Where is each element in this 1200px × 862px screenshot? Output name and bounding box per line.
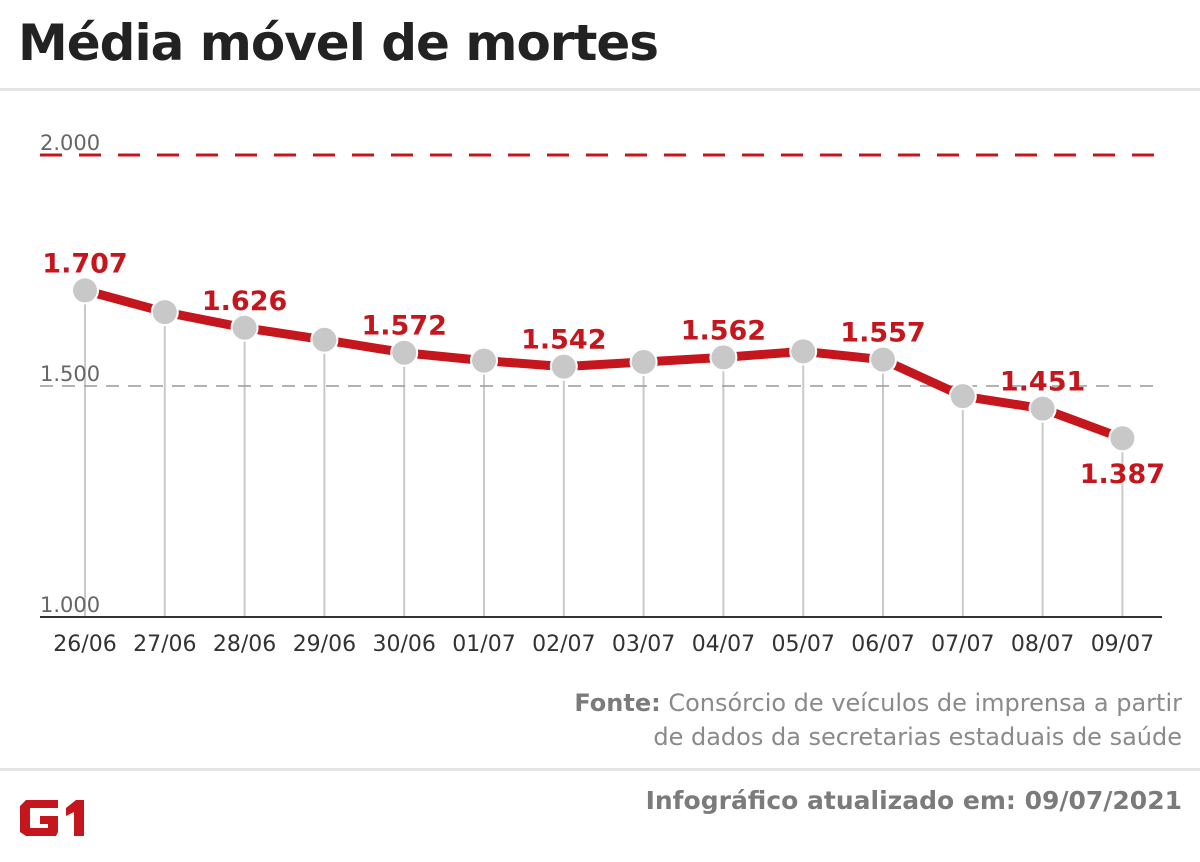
x-tick-label-07-07: 07/07 [931, 632, 994, 657]
x-tick-label-28-06: 28/06 [213, 632, 276, 657]
x-tick-label-01-07: 01/07 [452, 632, 515, 657]
data-point-01-07 [470, 346, 498, 375]
g1-logo [20, 800, 84, 836]
data-point-02-07 [549, 352, 578, 381]
data-point-08-07 [1028, 394, 1057, 423]
data-point-30-06 [390, 338, 419, 367]
line-chart: 1.000 1.500 2.000 1.707 1.626 1.572 1.542 1.562… [40, 131, 1165, 657]
data-label-28-06: 1.626 [202, 286, 287, 317]
data-label-06-07: 1.557 [840, 318, 925, 349]
data-point-27-06 [150, 298, 179, 327]
data-point-28-06 [230, 313, 259, 342]
data-label-09-07: 1.387 [1080, 459, 1165, 490]
data-point-06-07 [869, 345, 897, 374]
data-point-05-07 [789, 337, 818, 366]
x-tick-label-09-07: 09/07 [1091, 632, 1154, 657]
x-tick-label-06-07: 06/07 [851, 632, 914, 657]
data-point-09-07 [1108, 424, 1137, 453]
data-point-03-07 [629, 347, 658, 376]
x-tick-label-29-06: 29/06 [293, 632, 356, 657]
data-label-26-06: 1.707 [42, 248, 127, 279]
y-tick-label-2000: 2.000 [40, 131, 100, 155]
x-tick-label-30-06: 30/06 [372, 632, 435, 657]
x-tick-label-02-07: 02/07 [532, 632, 595, 657]
data-point-29-06 [310, 325, 339, 354]
data-label-08-07: 1.451 [1000, 367, 1085, 398]
chart-title: Média móvel de mortes [18, 14, 659, 72]
x-tick-label-05-07: 05/07 [771, 632, 834, 657]
data-label-04-07: 1.562 [681, 315, 766, 346]
x-tick-label-08-07: 08/07 [1011, 632, 1074, 657]
data-point-04-07 [709, 343, 738, 372]
top-divider [0, 88, 1200, 91]
data-point-26-06 [71, 276, 99, 305]
y-tick-label-1500: 1.500 [40, 362, 100, 386]
x-tick-label-03-07: 03/07 [612, 632, 675, 657]
source-note: Fonte: Consórcio de veículos de imprensa… [574, 686, 1182, 754]
x-tick-label-27-06: 27/06 [133, 632, 196, 657]
x-tick-label-04-07: 04/07 [692, 632, 755, 657]
bottom-divider [0, 768, 1200, 771]
data-label-30-06: 1.572 [361, 311, 446, 342]
x-tick-label-26-06: 26/06 [53, 632, 116, 657]
source-label: Fonte: [574, 689, 661, 717]
data-point-07-07 [948, 382, 977, 411]
source-text-line1: Consórcio de veículos de imprensa a part… [668, 689, 1182, 717]
updated-note: Infográfico atualizado em: 09/07/2021 [645, 786, 1182, 815]
y-tick-label-1000: 1.000 [40, 593, 100, 617]
source-text-line2: de dados da secretarias estaduais de saú… [653, 723, 1182, 751]
data-label-02-07: 1.542 [521, 325, 606, 356]
